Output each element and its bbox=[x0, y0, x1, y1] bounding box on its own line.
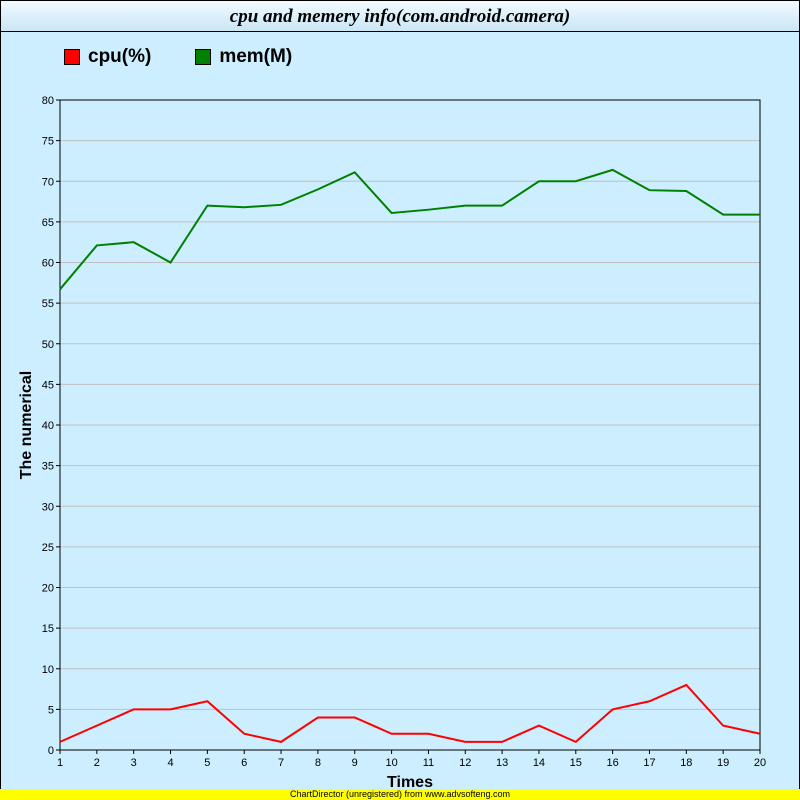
x-tick-label: 19 bbox=[717, 757, 729, 769]
legend-item-mem: mem(M) bbox=[195, 46, 292, 68]
series-line-0 bbox=[59, 683, 761, 744]
x-tick-label: 3 bbox=[131, 757, 137, 769]
y-tick-label: 20 bbox=[42, 583, 54, 595]
plot-border bbox=[59, 99, 761, 751]
footer-watermark: ChartDirector (unregistered) from www.ad… bbox=[0, 789, 800, 800]
x-tick-label: 5 bbox=[204, 757, 210, 769]
y-tick-label: 15 bbox=[42, 623, 54, 635]
y-tick-label: 60 bbox=[42, 258, 54, 270]
x-tick-label: 11 bbox=[423, 757, 434, 769]
y-tick-label: 35 bbox=[42, 461, 54, 473]
y-tick-label: 40 bbox=[42, 420, 54, 432]
y-tick-label: 50 bbox=[42, 339, 54, 351]
x-axis-label: Times bbox=[387, 774, 433, 791]
chart-title: cpu and memery info(com.android.camera) bbox=[229, 6, 571, 27]
x-tick-label: 16 bbox=[607, 757, 619, 769]
y-tick-label: 65 bbox=[42, 217, 54, 229]
x-tick-label: 1 bbox=[57, 757, 63, 769]
x-tick-label: 14 bbox=[533, 757, 545, 769]
y-tick-label: 45 bbox=[42, 379, 54, 391]
x-tick-label: 15 bbox=[570, 757, 582, 769]
y-tick-label: 30 bbox=[42, 501, 54, 513]
legend-item-cpu: cpu(%) bbox=[64, 46, 151, 68]
cpu-swatch-icon bbox=[64, 49, 80, 65]
mem-swatch-icon bbox=[195, 49, 212, 65]
title-bar: cpu and memery info(com.android.camera) bbox=[1, 1, 799, 32]
y-tick-label: 5 bbox=[48, 704, 54, 716]
y-tick-label: 25 bbox=[42, 542, 54, 554]
y-tick-label: 80 bbox=[42, 95, 54, 107]
y-tick-label: 75 bbox=[42, 136, 54, 148]
legend: cpu(%) mem(M) bbox=[64, 46, 292, 68]
series-line-1 bbox=[59, 168, 760, 290]
x-tick-label: 6 bbox=[241, 757, 247, 769]
x-tick-label: 10 bbox=[385, 757, 397, 769]
y-tick-label: 55 bbox=[42, 298, 54, 310]
x-tick-label: 20 bbox=[754, 757, 766, 769]
x-tick-label: 17 bbox=[643, 757, 655, 769]
x-tick-label: 2 bbox=[94, 757, 100, 769]
x-tick-label: 18 bbox=[680, 757, 692, 769]
legend-label-mem: mem(M) bbox=[219, 46, 293, 67]
y-tick-label: 70 bbox=[42, 176, 54, 188]
y-tick-label: 10 bbox=[42, 664, 54, 676]
x-tick-label: 7 bbox=[278, 757, 284, 769]
y-tick-label: 0 bbox=[48, 745, 54, 757]
x-tick-label: 12 bbox=[459, 757, 471, 769]
x-tick-label: 8 bbox=[315, 757, 321, 769]
legend-label-cpu: cpu(%) bbox=[88, 46, 152, 67]
y-axis-label: The numerical bbox=[18, 370, 35, 480]
x-tick-label: 13 bbox=[496, 757, 508, 769]
x-tick-label: 4 bbox=[167, 757, 173, 769]
x-tick-label: 9 bbox=[352, 757, 358, 769]
